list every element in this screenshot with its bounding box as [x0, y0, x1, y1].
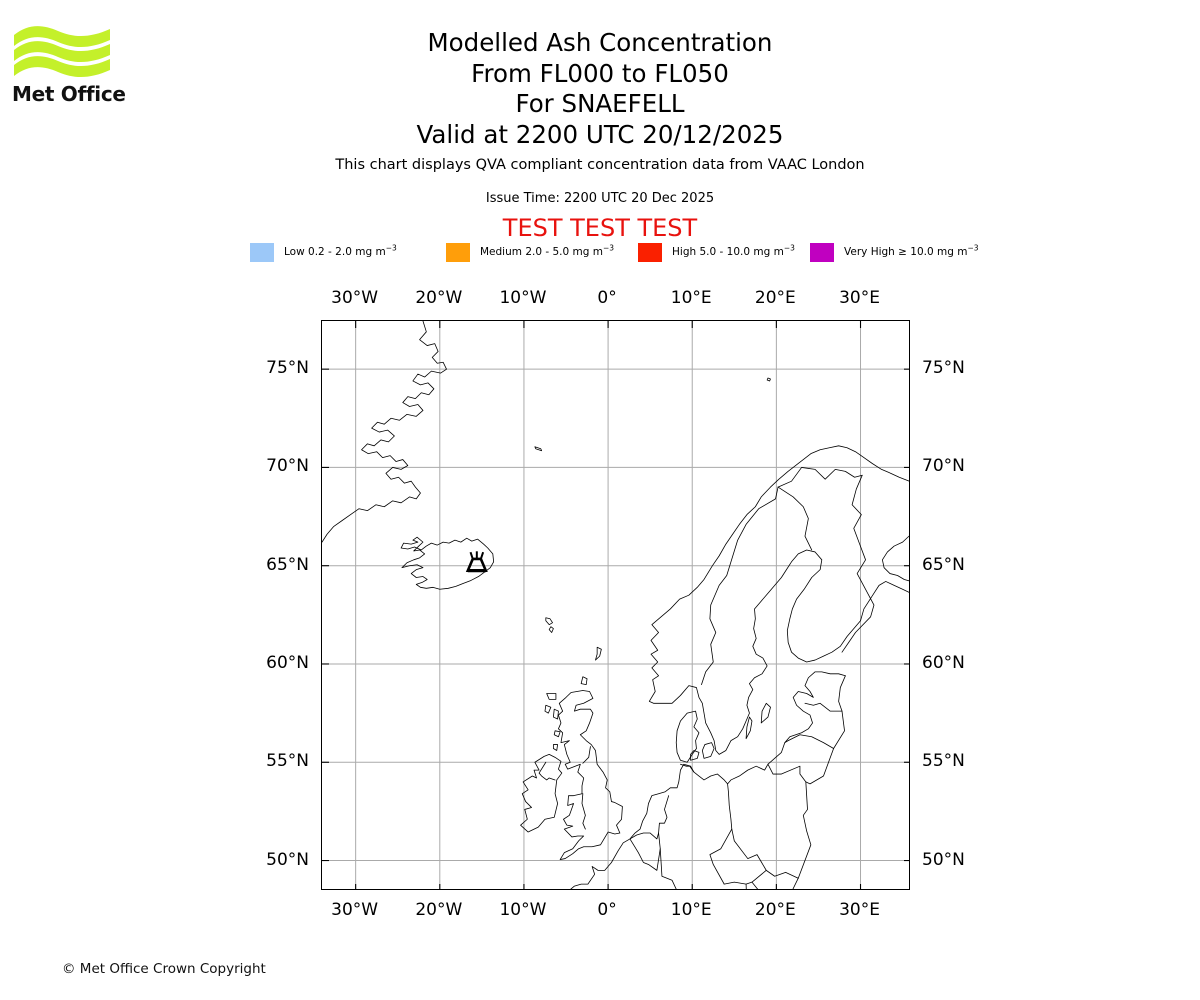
map-canvas: [322, 321, 909, 889]
legend-item: Medium 2.0 - 5.0 mg m−3: [446, 240, 614, 264]
latitude-tick-label: 60°N: [266, 652, 309, 673]
legend-color-swatch: [250, 242, 274, 262]
legend-item: Very High ≥ 10.0 mg m−3: [810, 240, 979, 264]
page-title: Modelled Ash Concentration: [427, 28, 773, 57]
longitude-tick-label: 20°W: [415, 900, 463, 920]
longitude-tick-label: 10°E: [670, 288, 712, 308]
chart-subtitle: This chart displays QVA compliant concen…: [335, 157, 865, 173]
longitude-tick-label: 10°W: [499, 288, 547, 308]
longitude-tick-label: 30°E: [839, 900, 880, 920]
latitude-tick-label: 70°N: [922, 456, 965, 477]
latitude-tick-label: 75°N: [922, 358, 965, 379]
map-plot-frame: [321, 320, 910, 890]
legend-item: High 5.0 - 10.0 mg m−3: [638, 240, 795, 264]
longitude-tick-label: 10°E: [670, 900, 712, 920]
longitude-tick-label: 30°W: [331, 288, 379, 308]
longitude-tick-label: 20°E: [754, 900, 796, 920]
longitude-tick-label: 20°E: [754, 288, 796, 308]
concentration-legend: Low 0.2 - 2.0 mg m−3 Medium 2.0 - 5.0 mg …: [250, 240, 990, 264]
legend-label: High 5.0 - 10.0 mg m−3: [672, 243, 795, 258]
longitude-tick-label: 30°E: [839, 288, 880, 308]
legend-item: Low 0.2 - 2.0 mg m−3: [250, 240, 397, 264]
latitude-tick-label: 75°N: [266, 358, 309, 379]
test-banner: TEST TEST TEST: [502, 214, 698, 242]
latitude-tick-label: 55°N: [922, 751, 965, 772]
latitude-tick-label: 70°N: [266, 456, 309, 477]
legend-color-swatch: [638, 242, 662, 262]
legend-label: Low 0.2 - 2.0 mg m−3: [284, 243, 397, 258]
legend-label: Very High ≥ 10.0 mg m−3: [844, 243, 979, 258]
longitude-tick-label: 0°: [597, 900, 617, 920]
met-office-wave-mark: [14, 26, 110, 78]
legend-label: Medium 2.0 - 5.0 mg m−3: [480, 243, 615, 258]
issue-time-label: Issue Time: 2200 UTC 20 Dec 2025: [485, 191, 715, 206]
met-office-logo-text: Met Office: [12, 82, 126, 106]
legend-color-swatch: [810, 242, 834, 262]
longitude-tick-label: 10°W: [499, 900, 547, 920]
longitude-tick-label: 20°W: [415, 288, 463, 308]
map-axis-ticks: [322, 321, 909, 889]
longitude-tick-label: 0°: [597, 288, 617, 308]
latitude-tick-label: 50°N: [922, 849, 965, 870]
latitude-tick-label: 50°N: [266, 849, 309, 870]
flight-level-line: From FL000 to FL050: [471, 58, 729, 88]
latitude-tick-label: 60°N: [922, 652, 965, 673]
map-coastlines: [322, 321, 909, 889]
volcano-name-line: For SNAEFELL: [515, 89, 685, 118]
longitude-tick-label: 30°W: [331, 900, 379, 920]
copyright-notice: © Met Office Crown Copyright: [62, 961, 266, 977]
map-gridlines: [322, 321, 909, 889]
latitude-tick-label: 65°N: [922, 554, 965, 575]
latitude-tick-label: 55°N: [266, 751, 309, 772]
met-office-logo: Met Office: [12, 22, 132, 117]
map-country-borders: [538, 467, 875, 889]
volcano-marker-snaefell: [465, 551, 488, 573]
legend-color-swatch: [446, 242, 470, 262]
latitude-tick-label: 65°N: [266, 554, 309, 575]
map-container: 30°W 30°W 20°W 20°W 10°W 10°W 0° 0° 10°E 10°E 20°E…: [266, 288, 965, 920]
valid-time-line: Valid at 2200 UTC 20/12/2025: [416, 119, 784, 149]
chart-title-block: Modelled Ash Concentration From FL000 to…: [0, 28, 1200, 150]
